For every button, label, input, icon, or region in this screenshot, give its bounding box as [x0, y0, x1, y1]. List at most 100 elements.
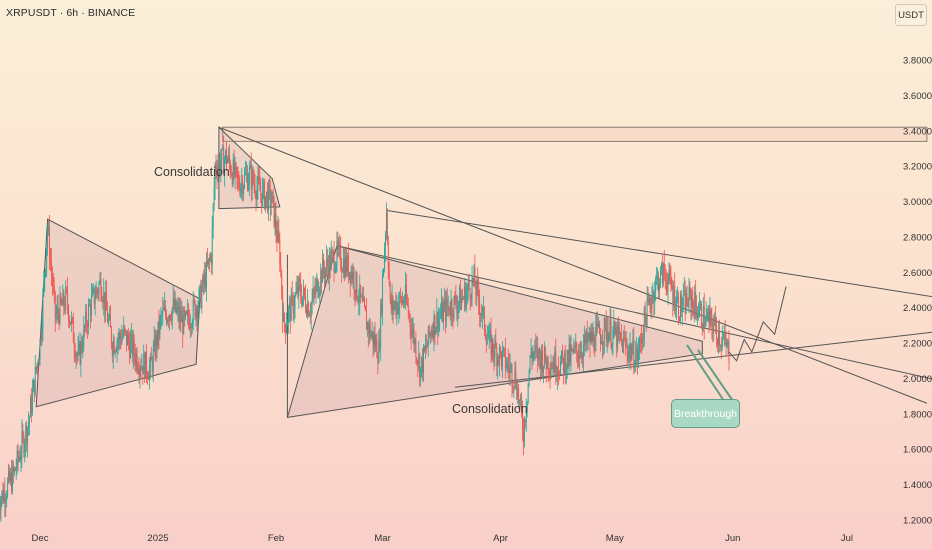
- candle-body: [564, 353, 566, 376]
- y-tick-label: 1.4000: [903, 480, 932, 491]
- candle-body: [12, 466, 14, 473]
- candle-body: [320, 270, 322, 290]
- candle-body: [498, 356, 500, 364]
- candle-body: [36, 363, 38, 370]
- candle-body: [40, 339, 42, 341]
- candle-body: [536, 346, 538, 348]
- candle-body: [156, 334, 158, 346]
- candle-body: [263, 181, 265, 187]
- candle-body: [291, 294, 293, 296]
- candle-body: [70, 321, 71, 325]
- candle-body: [149, 356, 151, 368]
- candle-body: [99, 278, 101, 284]
- candle-body: [108, 318, 109, 323]
- candle-body: [222, 146, 224, 149]
- candle-body: [30, 398, 31, 417]
- candle-body: [80, 341, 82, 364]
- candle-body: [305, 296, 306, 310]
- candle-body: [470, 298, 472, 300]
- candle-body: [502, 348, 504, 351]
- candle-body: [53, 286, 55, 292]
- candle-body: [303, 288, 305, 297]
- candle-body: [509, 366, 511, 373]
- candle-body: [685, 293, 687, 314]
- candle-body: [659, 283, 660, 292]
- candle-body: [661, 263, 663, 285]
- candle-body: [175, 299, 177, 313]
- candle-body: [679, 294, 681, 322]
- candle-body: [627, 352, 629, 359]
- candle-body: [519, 400, 521, 403]
- candle-body: [77, 349, 79, 356]
- candle-body: [294, 295, 296, 308]
- candle-body: [427, 326, 429, 346]
- candle-body: [400, 294, 402, 298]
- candle-body: [508, 366, 510, 373]
- candle-body: [528, 371, 530, 384]
- candle-body: [562, 357, 564, 373]
- candle-body: [651, 299, 653, 310]
- candle-body: [464, 286, 466, 308]
- candle-body: [594, 348, 596, 352]
- candle-body: [588, 332, 590, 338]
- candle-body: [605, 321, 607, 340]
- y-tick-label: 3.0000: [903, 197, 932, 208]
- y-tick-label: 3.2000: [903, 162, 932, 173]
- candle-body: [325, 268, 326, 278]
- candle-body: [68, 306, 69, 321]
- candle-body: [23, 435, 25, 453]
- candle-body: [60, 295, 62, 303]
- candle-body: [118, 333, 120, 340]
- candle-body: [545, 361, 547, 370]
- candle-body: [210, 256, 212, 265]
- candle-body: [557, 370, 559, 377]
- candle-body: [716, 325, 718, 339]
- candle-body: [376, 339, 378, 359]
- candle-body: [435, 327, 437, 335]
- candle-body: [269, 187, 271, 208]
- candle-body: [724, 333, 726, 340]
- candle-body: [538, 348, 540, 361]
- candle-body: [345, 256, 347, 273]
- candle-body: [194, 301, 196, 318]
- currency-unit-badge[interactable]: USDT: [895, 4, 927, 26]
- candle-body: [88, 305, 89, 328]
- candle-body: [633, 339, 635, 368]
- trendline-resistance: [336, 245, 932, 380]
- candle-body: [277, 229, 279, 242]
- candle-body: [359, 285, 361, 302]
- candle-body: [75, 354, 77, 359]
- candle-body: [5, 499, 7, 504]
- candle-body: [184, 310, 186, 318]
- candle-body: [16, 449, 18, 469]
- candle-body: [107, 310, 109, 323]
- candle-body: [516, 386, 518, 399]
- candle-body: [299, 278, 301, 285]
- candle-body: [575, 343, 577, 348]
- candle-body: [521, 397, 522, 413]
- candle-body: [629, 345, 631, 351]
- candle-body: [417, 361, 419, 365]
- candle-body: [138, 370, 140, 375]
- candle-body: [490, 330, 492, 356]
- candle-body: [652, 291, 654, 300]
- candle-body: [170, 319, 172, 321]
- candle-body: [181, 315, 183, 323]
- candle-body: [437, 312, 439, 332]
- candle-body: [254, 184, 256, 195]
- candle-body: [232, 159, 234, 184]
- candle-body: [339, 244, 341, 246]
- candle-body: [483, 307, 485, 331]
- candle-body: [231, 175, 233, 184]
- candle-body: [482, 308, 483, 316]
- candle-body: [517, 388, 519, 399]
- candle-body: [424, 345, 426, 351]
- candle-body: [328, 254, 330, 279]
- candle-body: [239, 187, 241, 194]
- candle-body: [478, 286, 480, 302]
- candle-body: [675, 309, 677, 311]
- candle-body: [224, 159, 226, 174]
- candle-body: [457, 306, 459, 313]
- candle-body: [399, 294, 401, 305]
